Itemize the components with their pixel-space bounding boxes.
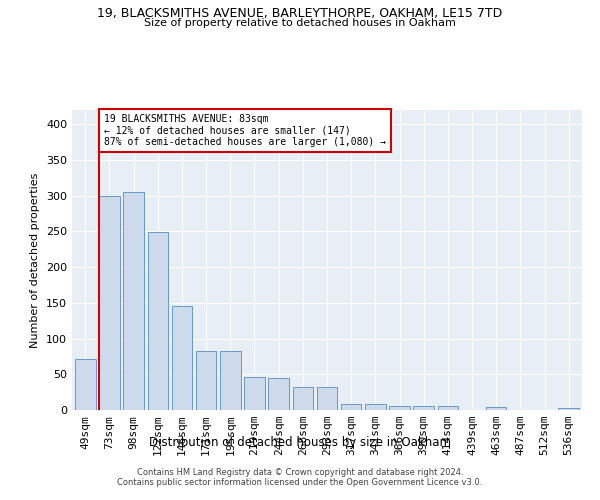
Bar	[365, 404, 386, 410]
Bar	[124, 192, 144, 410]
Text: 19, BLACKSMITHS AVENUE, BARLEYTHORPE, OAKHAM, LE15 7TD: 19, BLACKSMITHS AVENUE, BARLEYTHORPE, OA…	[97, 8, 503, 20]
Bar	[99, 196, 120, 410]
Bar	[172, 306, 192, 410]
Text: Contains public sector information licensed under the Open Government Licence v3: Contains public sector information licen…	[118, 478, 482, 487]
Text: Size of property relative to detached houses in Oakham: Size of property relative to detached ho…	[144, 18, 456, 28]
Bar	[220, 350, 241, 410]
Bar	[75, 360, 95, 410]
Y-axis label: Number of detached properties: Number of detached properties	[31, 172, 40, 348]
Bar	[486, 407, 506, 410]
Bar	[389, 406, 410, 410]
Text: 19 BLACKSMITHS AVENUE: 83sqm
← 12% of detached houses are smaller (147)
87% of s: 19 BLACKSMITHS AVENUE: 83sqm ← 12% of de…	[104, 114, 386, 147]
Text: Distribution of detached houses by size in Oakham: Distribution of detached houses by size …	[149, 436, 451, 449]
Bar	[317, 387, 337, 410]
Bar	[148, 232, 168, 410]
Bar	[341, 404, 361, 410]
Bar	[413, 406, 434, 410]
Bar	[244, 377, 265, 410]
Bar	[268, 378, 289, 410]
Text: Contains HM Land Registry data © Crown copyright and database right 2024.: Contains HM Land Registry data © Crown c…	[137, 468, 463, 477]
Bar	[437, 406, 458, 410]
Bar	[196, 350, 217, 410]
Bar	[559, 408, 579, 410]
Bar	[293, 387, 313, 410]
